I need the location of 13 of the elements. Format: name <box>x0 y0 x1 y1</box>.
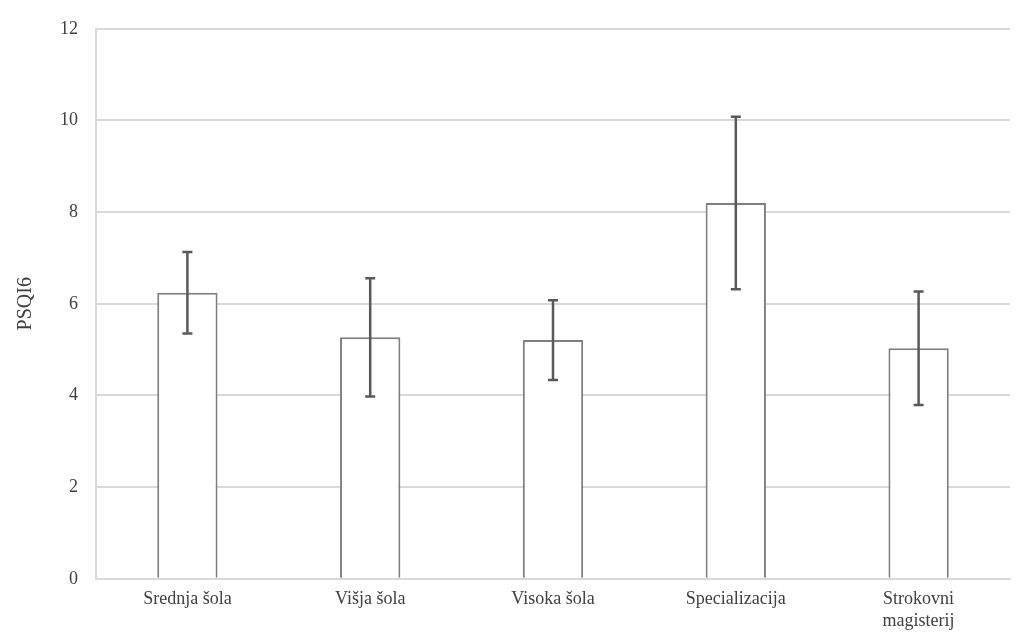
x-tick-label: Strokovni magisterij <box>882 588 955 630</box>
y-tick-label: 12 <box>60 17 78 38</box>
x-tick-label: Višja šola <box>334 588 406 609</box>
y-tick-label: 2 <box>69 475 78 496</box>
y-tick-label: 8 <box>69 200 78 221</box>
y-axis-title: PSQI6 <box>13 277 36 331</box>
x-tick-label: Visoka šola <box>511 588 595 609</box>
y-tick-label: 4 <box>69 384 78 405</box>
x-tick-label: Srednja šola <box>143 588 232 609</box>
y-tick-label: 0 <box>69 567 78 588</box>
x-tick-label: Specializacija <box>685 588 786 609</box>
y-tick-label: 6 <box>69 292 78 313</box>
y-tick-label: 10 <box>60 109 78 130</box>
